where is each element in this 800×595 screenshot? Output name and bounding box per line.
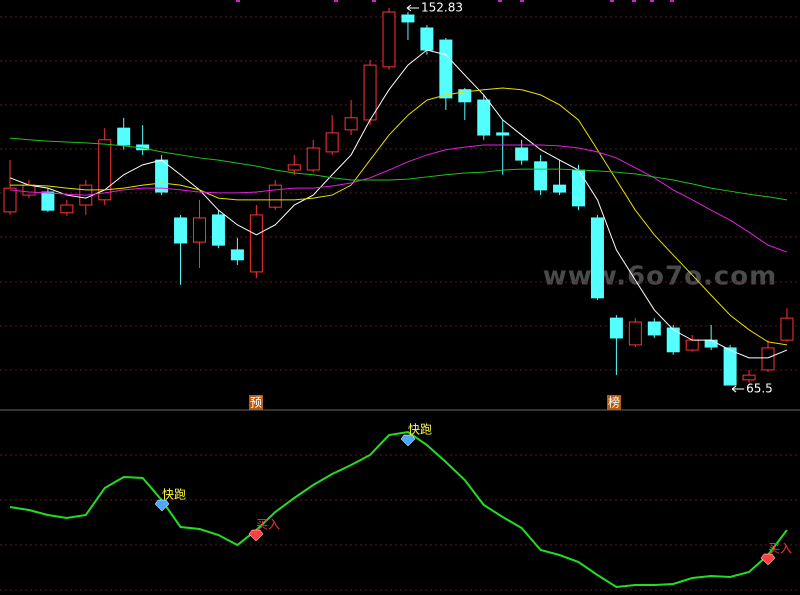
max-price-label: 152.83	[421, 0, 463, 14]
candle-body	[98, 139, 112, 201]
candle-body	[193, 217, 206, 243]
candle-body	[553, 184, 567, 193]
candle-body	[496, 132, 510, 136]
ma-line	[9, 49, 788, 359]
top-mark	[650, 0, 654, 2]
top-mark	[670, 0, 674, 2]
signal-gem	[760, 553, 776, 566]
candle-body	[401, 14, 415, 23]
candle-body	[211, 214, 225, 246]
candle-body	[647, 321, 661, 336]
top-mark	[632, 0, 636, 2]
candle-body	[230, 249, 244, 261]
candle-body	[306, 147, 320, 171]
signal-label: 快跑	[408, 423, 432, 437]
top-mark	[334, 0, 338, 2]
candle-body	[287, 164, 301, 171]
signal-label: 快跑	[162, 488, 186, 502]
top-mark	[498, 0, 502, 2]
candle-body	[382, 11, 396, 68]
marker-label: 预	[250, 396, 262, 410]
watermark: www.6o7o.com	[543, 262, 777, 292]
candle-body	[723, 347, 737, 386]
candle-body	[742, 374, 756, 381]
min-price-label: 65.5	[746, 382, 773, 396]
marker-box	[249, 395, 263, 410]
candle-body	[249, 214, 263, 273]
candle-body	[534, 161, 548, 191]
candle-body	[60, 204, 74, 214]
candle-body	[268, 184, 282, 208]
candle-body	[590, 217, 604, 299]
top-mark	[610, 0, 614, 2]
max-arrow	[406, 4, 419, 12]
signal-label: 买入	[768, 542, 792, 556]
ma-line	[10, 87, 788, 346]
top-mark	[236, 0, 240, 2]
marker-label: 榜	[608, 395, 620, 410]
candle-body	[22, 184, 36, 196]
candle-body	[704, 339, 718, 348]
candle-body	[325, 132, 339, 153]
top-ticks	[236, 0, 674, 2]
candle-body	[609, 317, 623, 339]
candle-body	[628, 321, 642, 346]
top-mark	[520, 0, 524, 2]
candle-body	[515, 147, 529, 161]
candle-body	[3, 187, 17, 213]
candle-body	[477, 99, 491, 136]
candle-body	[761, 347, 775, 371]
ma-line	[9, 137, 788, 201]
signal-label: 买入	[256, 518, 280, 532]
candle-body	[174, 217, 188, 244]
candle-body	[439, 39, 453, 99]
candle-body	[344, 117, 358, 131]
candle-body	[41, 191, 55, 211]
indicator-line	[9, 430, 788, 589]
candle-body	[155, 159, 169, 193]
candle-body	[666, 327, 680, 353]
top-mark	[372, 0, 376, 2]
signal-gem	[154, 499, 170, 512]
signal-gem	[400, 434, 416, 447]
marker-box	[607, 395, 621, 410]
candle-body	[780, 317, 794, 341]
candle-body	[420, 27, 434, 51]
candle-body	[685, 339, 699, 351]
signal-gem	[248, 529, 264, 542]
ma-line	[9, 144, 788, 253]
candle-body	[572, 169, 585, 207]
candle-body	[363, 64, 377, 121]
candle-body	[117, 127, 131, 146]
min-arrow	[731, 385, 745, 393]
